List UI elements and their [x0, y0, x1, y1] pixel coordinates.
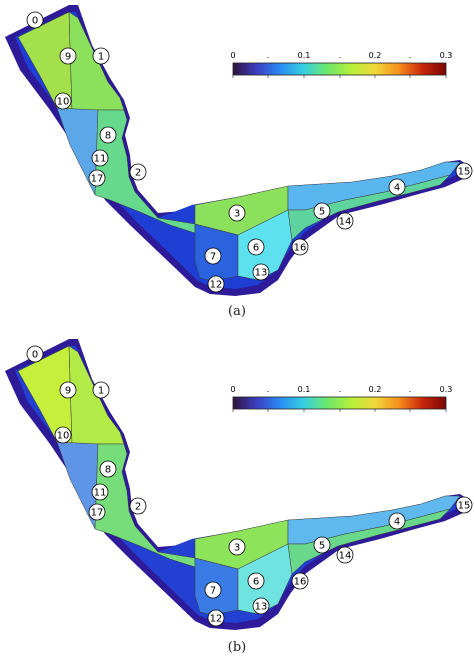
region-label-15: 15 [455, 162, 473, 180]
region-label-11: 11 [91, 483, 109, 501]
region-label-5: 5 [313, 202, 331, 220]
svg-text:1: 1 [98, 52, 104, 63]
colorbar-tick-label: . [267, 51, 270, 60]
region-label-3: 3 [228, 204, 246, 222]
svg-text:7: 7 [210, 252, 216, 263]
region-label-1: 1 [92, 381, 110, 399]
region-label-11: 11 [91, 149, 109, 167]
region-label-4: 4 [388, 512, 406, 530]
caption-a: (a) [228, 304, 246, 319]
region-label-14: 14 [336, 212, 354, 230]
region-right-lower [287, 174, 451, 241]
region-center-strip [94, 109, 196, 234]
region-label-12: 12 [207, 609, 225, 627]
region-label-13: 13 [252, 597, 270, 615]
colorbar-tick-label: 0.2 [369, 385, 382, 394]
region-label-16: 16 [291, 238, 309, 256]
svg-text:5: 5 [319, 541, 325, 552]
svg-text:2: 2 [135, 502, 141, 513]
region-label-4: 4 [388, 178, 406, 196]
svg-text:0: 0 [32, 350, 38, 361]
svg-text:6: 6 [253, 243, 259, 254]
region-label-14: 14 [336, 546, 354, 564]
region-label-12: 12 [207, 275, 225, 293]
region-label-7: 7 [204, 247, 222, 265]
region-center-strip [94, 443, 196, 568]
colorbar-tick-label: 0.1 [298, 385, 311, 394]
region-label-0: 0 [26, 345, 44, 363]
svg-text:6: 6 [253, 577, 259, 588]
svg-text:15: 15 [458, 167, 471, 178]
region-left-mid [56, 441, 99, 530]
svg-text:9: 9 [65, 386, 71, 397]
svg-text:11: 11 [94, 488, 107, 499]
region-label-17: 17 [88, 503, 106, 521]
region-label-1: 1 [92, 47, 110, 65]
svg-text:2: 2 [135, 168, 141, 179]
svg-text:7: 7 [210, 586, 216, 597]
colorbar-tick-label: 0.2 [369, 51, 382, 60]
region-label-9: 9 [59, 47, 77, 65]
svg-text:10: 10 [57, 431, 70, 442]
region-label-10: 10 [54, 426, 72, 444]
region-label-13: 13 [252, 263, 270, 281]
svg-text:13: 13 [255, 268, 268, 279]
svg-text:0: 0 [32, 16, 38, 27]
colorbar-tick-label: 0.1 [298, 51, 311, 60]
svg-text:13: 13 [255, 602, 268, 613]
region-label-8: 8 [99, 126, 117, 144]
colorbar [232, 62, 447, 76]
region-label-3: 3 [228, 538, 246, 556]
caption-b: (b) [227, 640, 247, 655]
colorbar-tick-label: 0 [230, 385, 235, 394]
colorbar-tick-label: 0.3 [440, 51, 453, 60]
svg-text:10: 10 [57, 97, 70, 108]
region-label-2: 2 [129, 497, 147, 515]
region-right-lower [287, 508, 451, 575]
colorbar [232, 396, 447, 410]
region-label-9: 9 [59, 381, 77, 399]
svg-text:16: 16 [294, 577, 307, 588]
region-label-6: 6 [247, 238, 265, 256]
svg-text:8: 8 [105, 131, 111, 142]
region-label-0: 0 [26, 11, 44, 29]
svg-text:5: 5 [319, 207, 325, 218]
region-label-15: 15 [455, 496, 473, 514]
region-label-16: 16 [291, 572, 309, 590]
colorbar-tick-label: 0 [230, 51, 235, 60]
svg-text:11: 11 [94, 154, 107, 165]
svg-text:9: 9 [65, 52, 71, 63]
svg-text:3: 3 [234, 543, 240, 554]
colorbar-tick-label: . [409, 385, 412, 394]
svg-text:12: 12 [210, 280, 223, 291]
region-label-8: 8 [99, 460, 117, 478]
region-label-5: 5 [313, 536, 331, 554]
region-label-7: 7 [204, 581, 222, 599]
svg-text:8: 8 [105, 465, 111, 476]
svg-text:17: 17 [91, 508, 104, 519]
colorbar-tick-label: 0.3 [440, 385, 453, 394]
svg-text:14: 14 [339, 551, 352, 562]
region-label-10: 10 [54, 92, 72, 110]
svg-text:12: 12 [210, 614, 223, 625]
svg-text:15: 15 [458, 501, 471, 512]
region-label-6: 6 [247, 572, 265, 590]
region-map-a: 0. 0.1. 0.2. 0.3 0 9 1 10 8 11 2 17 3 7 6 13 12 16 5 14 4 15 [5, 5, 473, 296]
region-label-17: 17 [88, 169, 106, 187]
svg-text:4: 4 [394, 183, 400, 194]
svg-text:17: 17 [91, 174, 104, 185]
colorbar-tick-label: . [339, 385, 342, 394]
svg-text:4: 4 [394, 517, 400, 528]
colorbar-tick-label: . [339, 51, 342, 60]
colorbar-tick-label: . [267, 385, 270, 394]
svg-text:1: 1 [98, 386, 104, 397]
region-map-b: 0. 0.1. 0.2. 0.3 0 9 1 10 8 11 2 17 3 7 6 13 12 16 5 14 4 15 [5, 339, 473, 630]
colorbar-tick-label: . [409, 51, 412, 60]
svg-text:16: 16 [294, 243, 307, 254]
region-label-2: 2 [129, 163, 147, 181]
svg-text:14: 14 [339, 217, 352, 228]
region-left-mid [56, 107, 99, 196]
svg-text:3: 3 [234, 209, 240, 220]
